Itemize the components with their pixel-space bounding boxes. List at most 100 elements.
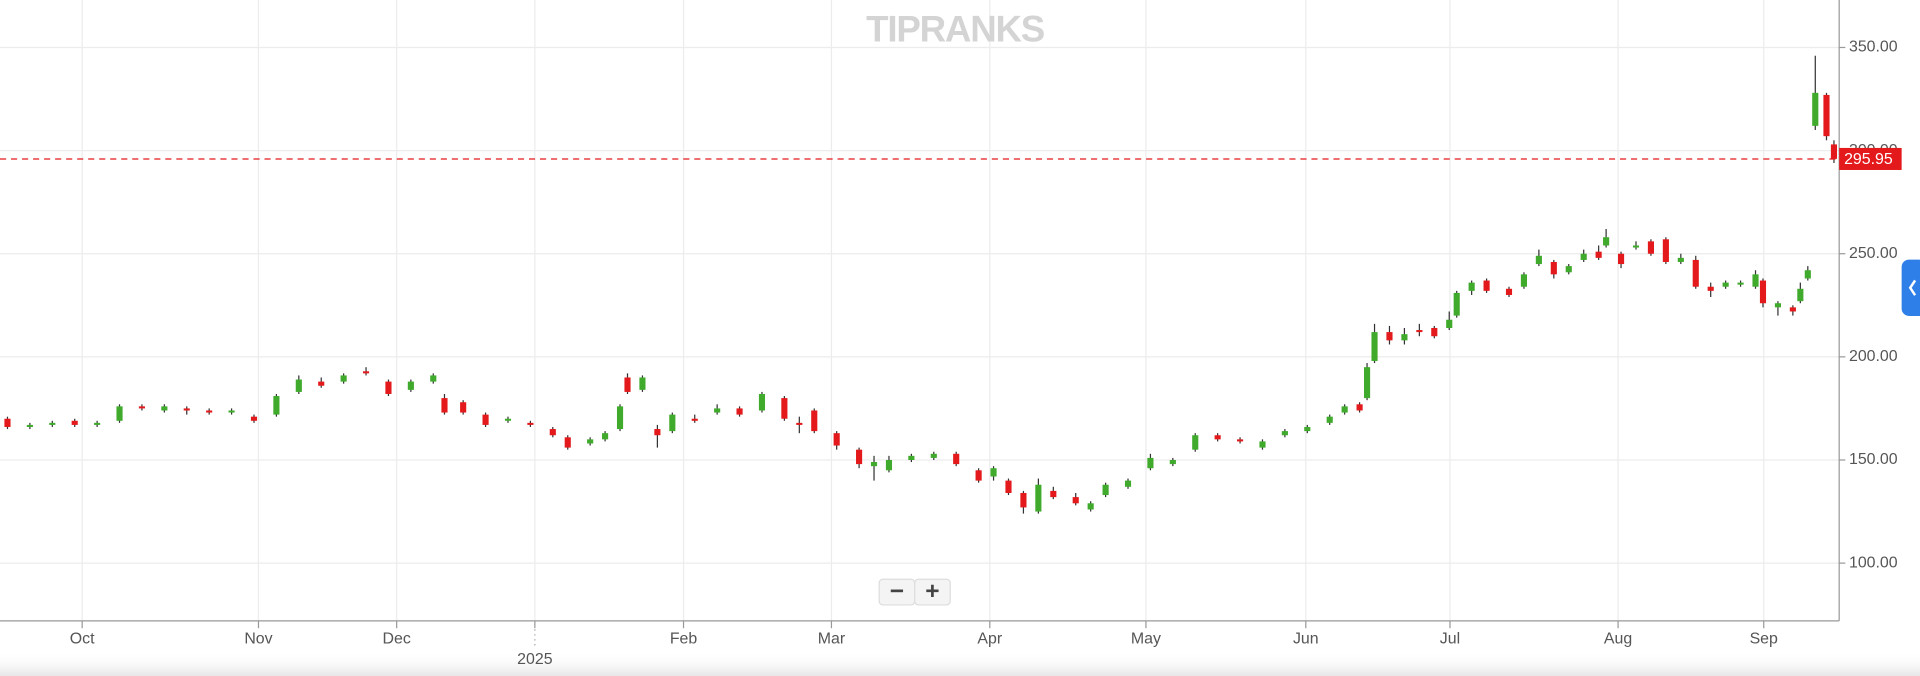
candle-body xyxy=(1535,255,1542,265)
candle-body xyxy=(206,410,213,413)
candle-body xyxy=(602,433,609,440)
grid xyxy=(0,0,1846,648)
candle-body xyxy=(616,406,624,430)
candle-body xyxy=(1580,253,1587,260)
candle-body xyxy=(1662,239,1669,262)
candle-body xyxy=(975,470,982,481)
candle-body xyxy=(1677,257,1684,262)
candle-body xyxy=(1789,307,1796,312)
candle-body xyxy=(1431,327,1438,337)
candle-body xyxy=(1446,319,1453,328)
x-tick-label: Jul xyxy=(1440,630,1460,647)
candle-body xyxy=(1468,282,1475,291)
x-tick-label: Jun xyxy=(1293,630,1319,647)
candle-body xyxy=(1774,303,1781,308)
candle-body xyxy=(781,398,788,419)
candle-body xyxy=(1401,334,1408,341)
candle-body xyxy=(1364,367,1371,399)
candle-body xyxy=(1416,330,1423,333)
candle-body xyxy=(1632,245,1640,248)
candle-body xyxy=(407,381,414,390)
y-tick-label: 350.00 xyxy=(1849,39,1898,56)
candle-body xyxy=(1304,426,1311,432)
candle-body xyxy=(1281,431,1288,436)
x-tick-label: Nov xyxy=(244,630,272,647)
candle-body xyxy=(1169,459,1176,465)
candle-body xyxy=(1647,241,1654,254)
candle-body xyxy=(295,379,302,392)
candle-body xyxy=(1192,435,1199,450)
candle-body xyxy=(318,381,325,386)
candle-body xyxy=(1804,270,1811,279)
candle-body xyxy=(953,453,960,465)
candle-body xyxy=(482,414,489,425)
candle-body xyxy=(796,422,803,425)
year-tick-label: 2025 xyxy=(517,651,553,668)
candle-body xyxy=(49,422,56,425)
candle-body xyxy=(1722,282,1729,287)
candle-body xyxy=(1565,266,1572,273)
candle-body xyxy=(1072,497,1079,504)
candle-body xyxy=(1812,92,1819,126)
candle-body xyxy=(1617,253,1625,265)
candle-body xyxy=(1797,288,1804,302)
candle-body xyxy=(758,393,766,411)
candle-body xyxy=(1050,490,1057,498)
candle-body xyxy=(430,375,437,382)
candle-body xyxy=(94,422,101,425)
candle-body xyxy=(833,433,840,446)
candle-body xyxy=(362,371,370,374)
candle-body xyxy=(811,410,818,432)
candle-body xyxy=(691,418,698,421)
candle-body xyxy=(639,377,646,390)
candle-body xyxy=(1830,144,1838,159)
zoom-in-button[interactable]: + xyxy=(914,578,951,606)
candle-body xyxy=(1692,259,1699,287)
candle-body xyxy=(1326,416,1333,423)
candle-body xyxy=(273,396,280,415)
x-tick-label: Sep xyxy=(1750,630,1778,647)
y-tick-label: 250.00 xyxy=(1849,245,1898,262)
y-tick-label: 100.00 xyxy=(1849,554,1898,571)
candle-body xyxy=(1752,274,1759,287)
candle-body xyxy=(228,410,235,413)
candle-body xyxy=(1737,282,1744,285)
last-price-label: 295.95 xyxy=(1844,151,1893,168)
candle-body xyxy=(870,462,878,467)
candle-body xyxy=(504,418,512,421)
zoom-controls: − + xyxy=(878,578,951,606)
candle-body xyxy=(183,408,190,411)
candle-body xyxy=(1595,251,1602,258)
candle-body xyxy=(1371,332,1378,361)
candle-body xyxy=(1707,286,1714,291)
candle-body xyxy=(460,402,467,413)
candle-body xyxy=(340,375,347,382)
x-tick-label: Feb xyxy=(670,630,698,647)
bottom-shade xyxy=(0,651,1920,676)
candle-body xyxy=(1020,492,1027,508)
candle-body xyxy=(1147,457,1154,469)
candle-body xyxy=(856,449,863,465)
candle-body xyxy=(1453,292,1460,316)
candle-body xyxy=(1759,280,1767,304)
candle-body xyxy=(116,406,123,421)
x-tick-label: Mar xyxy=(818,630,846,647)
candle-body xyxy=(1356,404,1363,411)
candle-body xyxy=(654,429,661,436)
candle-body xyxy=(1087,503,1094,510)
zoom-out-label[interactable]: − xyxy=(890,578,904,605)
zoom-out-button[interactable]: − xyxy=(878,578,916,606)
zoom-in-label[interactable]: + xyxy=(925,578,939,605)
candle-body xyxy=(1341,406,1348,413)
candle-body xyxy=(549,429,556,436)
side-panel-tab[interactable] xyxy=(1901,259,1920,316)
y-tick-label: 200.00 xyxy=(1849,348,1898,365)
candle-body xyxy=(587,439,594,444)
candle-body xyxy=(1520,274,1527,287)
candle-body xyxy=(885,459,893,471)
candle-body xyxy=(1005,480,1012,493)
candle-body xyxy=(1603,237,1610,246)
